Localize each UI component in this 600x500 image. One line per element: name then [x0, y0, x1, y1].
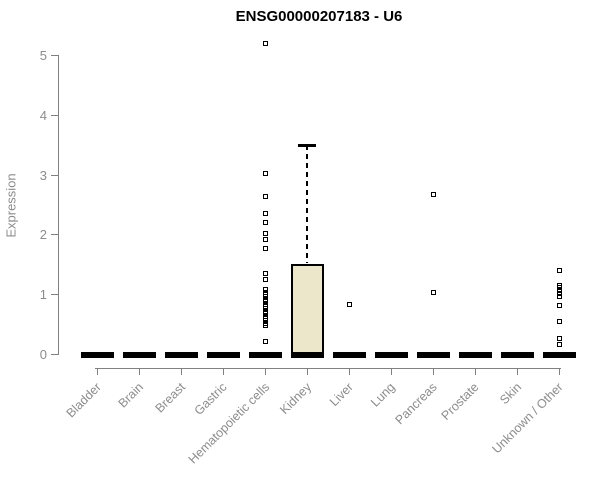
x-tick-mark: [306, 368, 308, 375]
x-tick-mark: [264, 368, 266, 375]
x-category-label: Skin: [496, 380, 524, 408]
y-tick-label: 2: [39, 227, 47, 243]
outlier-point: [556, 285, 562, 291]
x-category-label: Brain: [115, 380, 146, 411]
whisker-line: [306, 145, 308, 264]
y-tick-mark: [51, 114, 58, 116]
median-bar: [80, 351, 114, 359]
x-tick-mark: [96, 368, 98, 375]
outlier-point: [262, 230, 268, 236]
x-category-label: Gastric: [192, 380, 230, 418]
outlier-point: [556, 282, 562, 288]
y-tick-mark: [51, 234, 58, 236]
median-bar: [458, 351, 492, 359]
median-bar: [416, 351, 450, 359]
x-category-label: Pancreas: [392, 380, 440, 428]
x-tick-mark: [390, 368, 392, 375]
x-tick-mark: [138, 368, 140, 375]
x-category-label: Hematopoietic cells: [185, 380, 272, 467]
outlier-point: [262, 220, 268, 226]
y-tick-label: 1: [39, 287, 47, 303]
outlier-point: [556, 288, 562, 294]
x-category-label: Kidney: [276, 380, 314, 417]
outlier-point: [346, 301, 352, 307]
outlier-point: [430, 290, 436, 296]
outlier-point: [262, 171, 268, 177]
outlier-point: [556, 267, 562, 273]
median-bar: [332, 351, 366, 359]
median-bar: [164, 351, 198, 359]
box-body: [290, 263, 324, 356]
outlier-point: [262, 270, 268, 276]
outlier-point: [556, 291, 562, 297]
x-tick-mark: [348, 368, 350, 375]
x-category-label: Liver: [326, 380, 356, 410]
y-tick-label: 3: [39, 167, 47, 183]
y-axis-line: [58, 55, 59, 355]
y-tick-mark: [51, 174, 58, 176]
outlier-point: [262, 236, 268, 242]
median-bar: [542, 351, 576, 359]
chart-title: ENSG00000207183 - U6: [235, 8, 403, 25]
median-bar: [290, 351, 324, 359]
x-category-label: Bladder: [63, 380, 104, 421]
outlier-point: [262, 210, 268, 216]
x-category-label: Lung: [368, 380, 398, 410]
y-tick-label: 4: [39, 107, 47, 123]
outlier-point: [262, 338, 268, 344]
median-bar: [248, 351, 282, 359]
x-axis-line: [95, 368, 561, 369]
outlier-point: [430, 191, 436, 197]
outlier-point: [262, 246, 268, 252]
outlier-point: [262, 194, 268, 200]
x-tick-mark: [180, 368, 182, 375]
outlier-point: [262, 322, 268, 328]
outlier-point: [262, 277, 268, 283]
outlier-point: [556, 341, 562, 347]
median-bar: [500, 351, 534, 359]
y-tick-mark: [51, 55, 58, 57]
outlier-point: [556, 303, 562, 309]
x-tick-mark: [432, 368, 434, 375]
y-tick-mark: [51, 294, 58, 296]
x-tick-mark: [516, 368, 518, 375]
y-tick-label: 0: [39, 346, 47, 362]
outlier-point: [556, 318, 562, 324]
y-tick-mark: [51, 353, 58, 355]
x-tick-mark: [474, 368, 476, 375]
y-tick-label: 5: [39, 48, 47, 64]
x-tick-mark: [222, 368, 224, 375]
outlier-point: [556, 294, 562, 300]
median-bar: [122, 351, 156, 359]
outlier-point: [262, 41, 268, 47]
x-tick-mark: [558, 368, 560, 375]
median-bar: [374, 351, 408, 359]
x-category-label: Breast: [152, 380, 188, 416]
median-bar: [206, 351, 240, 359]
outlier-point: [556, 335, 562, 341]
x-category-label: Prostate: [439, 380, 482, 423]
whisker-cap: [298, 144, 316, 147]
